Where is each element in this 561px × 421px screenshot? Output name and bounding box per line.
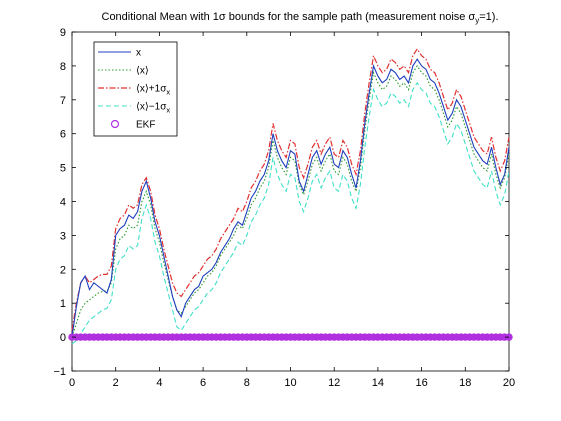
series-layer — [68, 47, 513, 345]
y-tick-label: 8 — [60, 61, 66, 73]
y-tick-label: 4 — [60, 197, 66, 209]
series-line-mean — [71, 64, 510, 338]
legend-items: x ⟨x⟩ ⟨x⟩+1σx ⟨x⟩−1σx EKF — [98, 48, 170, 131]
series-line-x — [71, 58, 510, 338]
y-tick-label: 9 — [60, 27, 66, 39]
y-tick-label: 3 — [60, 230, 66, 242]
series-line-lower — [71, 81, 510, 345]
y-tick-label: 6 — [60, 129, 66, 141]
y-tick-label: 2 — [60, 264, 66, 276]
x-tick-label: 12 — [328, 377, 340, 389]
x-tick-label: 8 — [244, 377, 250, 389]
legend-label-upper: ⟨x⟩+1σx — [136, 84, 170, 97]
series-line-upper — [71, 47, 510, 331]
ekf-markers — [68, 333, 513, 341]
x-tick-label: 16 — [415, 377, 427, 389]
legend-box — [93, 41, 178, 137]
x-tick-label: 2 — [113, 377, 119, 389]
y-tick-label: 7 — [60, 95, 66, 107]
legend-label-ekf: EKF — [136, 120, 155, 131]
y-tick-label: 0 — [60, 332, 66, 344]
x-tick-label: 18 — [459, 377, 471, 389]
y-tick-label: 1 — [60, 298, 66, 310]
y-tick-label: −1 — [53, 366, 66, 378]
legend-label-lower: ⟨x⟩−1σx — [136, 102, 170, 115]
legend-label-mean: ⟨x⟩ — [136, 66, 149, 77]
x-tick-label: 10 — [284, 377, 296, 389]
x-tick-label: 6 — [200, 377, 206, 389]
x-tick-label: 20 — [503, 377, 515, 389]
y-tick-label: 5 — [60, 163, 66, 175]
chart-title: Conditional Mean with 1σ bounds for the … — [102, 11, 499, 25]
legend: x ⟨x⟩ ⟨x⟩+1σx ⟨x⟩−1σx EKF — [93, 41, 178, 137]
x-tick-label: 0 — [69, 377, 75, 389]
legend-label-x: x — [136, 48, 141, 59]
x-tick-label: 4 — [156, 377, 162, 389]
legend-swatch-ekf — [110, 119, 120, 129]
x-tick-label: 14 — [372, 377, 384, 389]
